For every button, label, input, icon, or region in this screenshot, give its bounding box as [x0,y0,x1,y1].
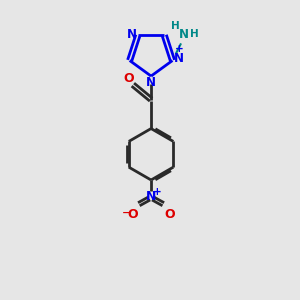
Text: N: N [127,28,137,41]
Text: H: H [171,21,180,31]
Text: N: N [179,28,189,41]
Text: O: O [127,208,138,221]
Text: +: + [153,188,162,197]
Text: O: O [124,72,134,85]
Text: N: N [174,52,184,65]
Text: N: N [146,190,156,203]
Text: −: − [122,208,131,218]
Text: N: N [146,76,156,89]
Text: O: O [164,208,175,221]
Text: +: + [175,44,183,54]
Text: H: H [190,29,199,39]
